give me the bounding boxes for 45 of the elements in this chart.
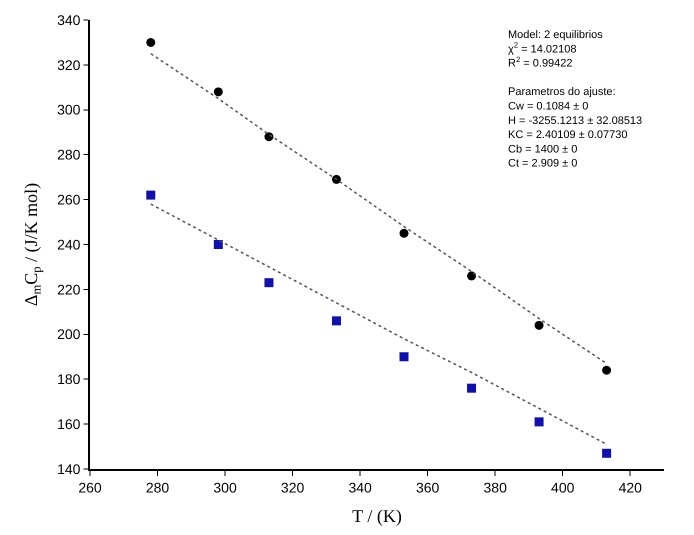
point bbox=[400, 228, 409, 238]
y-tick-label: 260 bbox=[57, 192, 81, 208]
y-tick-label: 340 bbox=[57, 12, 81, 28]
point bbox=[602, 366, 612, 375]
x-tick-label: 300 bbox=[213, 480, 237, 496]
y-tick-label: 160 bbox=[57, 416, 81, 432]
x-tick-label: 380 bbox=[484, 480, 508, 496]
point bbox=[534, 320, 544, 330]
annotation: H = -3255.1213 ± 32.08513 bbox=[508, 114, 642, 127]
x-tick-label: 420 bbox=[618, 480, 642, 496]
annotation: Model: 2 equilibrios bbox=[508, 29, 604, 41]
x-tick-label: 400 bbox=[551, 480, 575, 496]
point bbox=[146, 38, 156, 47]
x-axis-title: T / (K) bbox=[352, 506, 402, 526]
annotation: Cw = 0.1084 ± 0 bbox=[508, 100, 588, 112]
annotation: Cb = 1400 ± 0 bbox=[508, 143, 578, 156]
annotation: Parametros do ajuste: bbox=[508, 86, 616, 98]
point bbox=[602, 448, 612, 458]
point bbox=[467, 384, 476, 393]
point bbox=[534, 417, 544, 426]
x-tick-label: 280 bbox=[146, 480, 170, 496]
x-tick-label: 340 bbox=[348, 480, 372, 496]
point bbox=[214, 240, 223, 249]
y-tick-label: 280 bbox=[57, 146, 81, 163]
y-tick-label: 320 bbox=[57, 56, 81, 73]
point bbox=[467, 271, 476, 280]
y-tick-label: 200 bbox=[57, 326, 81, 342]
point bbox=[400, 352, 409, 362]
y-tick-label: 220 bbox=[57, 281, 81, 298]
line-series bbox=[150, 203, 608, 446]
point bbox=[264, 278, 274, 288]
annotation: KC = 2.40109 ± 0.07730 bbox=[508, 129, 628, 142]
y-tick-label: 300 bbox=[57, 102, 81, 118]
point bbox=[146, 190, 156, 200]
annotation: χ$^{2}$ = 14.02108 bbox=[508, 40, 576, 56]
x-tick-label: 320 bbox=[280, 480, 304, 496]
x-tick-label: 360 bbox=[416, 480, 440, 496]
annotation: Ct = 2.909 ± 0 bbox=[508, 158, 578, 170]
point bbox=[214, 87, 223, 96]
annotation: R$^{2}$ = 0.99422 bbox=[508, 54, 573, 70]
point bbox=[332, 316, 341, 326]
y-tick-label: 180 bbox=[57, 371, 81, 388]
x-tick-label: 260 bbox=[78, 480, 102, 496]
y-tick-label: 240 bbox=[57, 236, 81, 252]
y-tick-label: 140 bbox=[57, 460, 81, 477]
